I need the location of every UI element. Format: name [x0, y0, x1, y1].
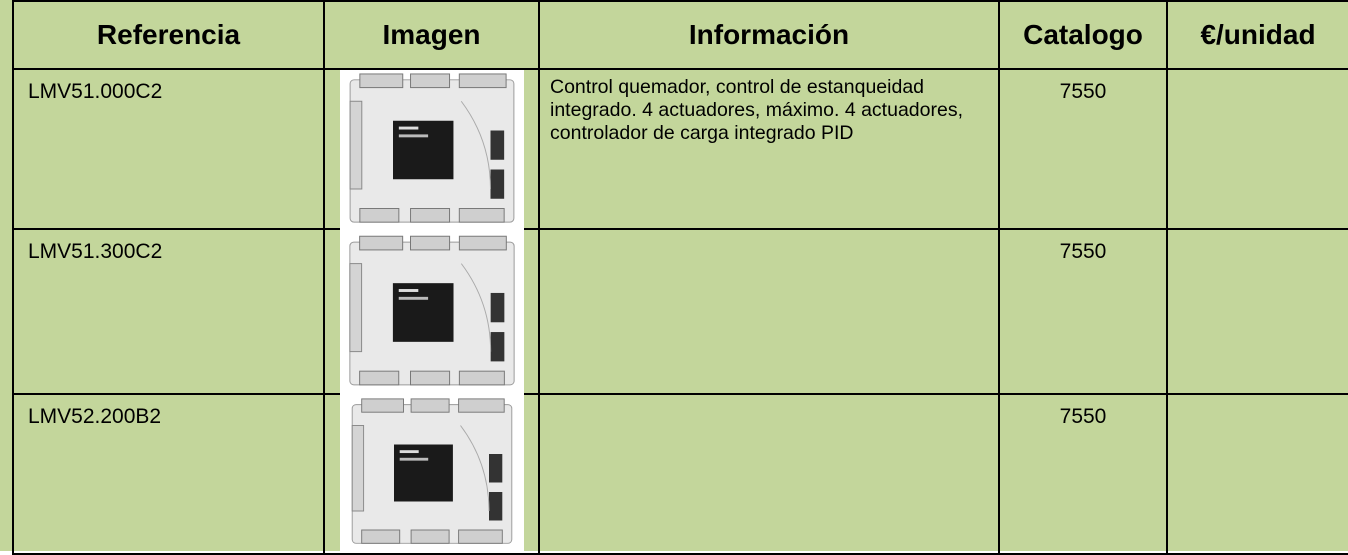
- information: Control quemador, control de estanqueida…: [540, 70, 1000, 230]
- information: [540, 230, 1000, 395]
- reference: LMV52.200B2: [12, 395, 325, 555]
- price: [1168, 230, 1348, 395]
- price: [1168, 395, 1348, 555]
- product-image: [339, 395, 524, 551]
- product-image: [339, 230, 524, 395]
- information: [540, 395, 1000, 555]
- catalog: 7550: [1000, 395, 1168, 555]
- catalog: 7550: [1000, 70, 1168, 230]
- header-cell: Información: [540, 0, 1000, 70]
- image-cell: [325, 70, 540, 230]
- reference: LMV51.000C2: [12, 70, 325, 230]
- header-cell: Catalogo: [1000, 0, 1168, 70]
- catalog: 7550: [1000, 230, 1168, 395]
- header-cell: Referencia: [12, 0, 325, 70]
- header-cell: Imagen: [325, 0, 540, 70]
- reference: LMV51.300C2: [12, 230, 325, 395]
- price: [1168, 70, 1348, 230]
- image-cell: [325, 230, 540, 395]
- product-image: [339, 70, 524, 230]
- header-cell: €/unidad: [1168, 0, 1348, 70]
- image-cell: [325, 395, 540, 555]
